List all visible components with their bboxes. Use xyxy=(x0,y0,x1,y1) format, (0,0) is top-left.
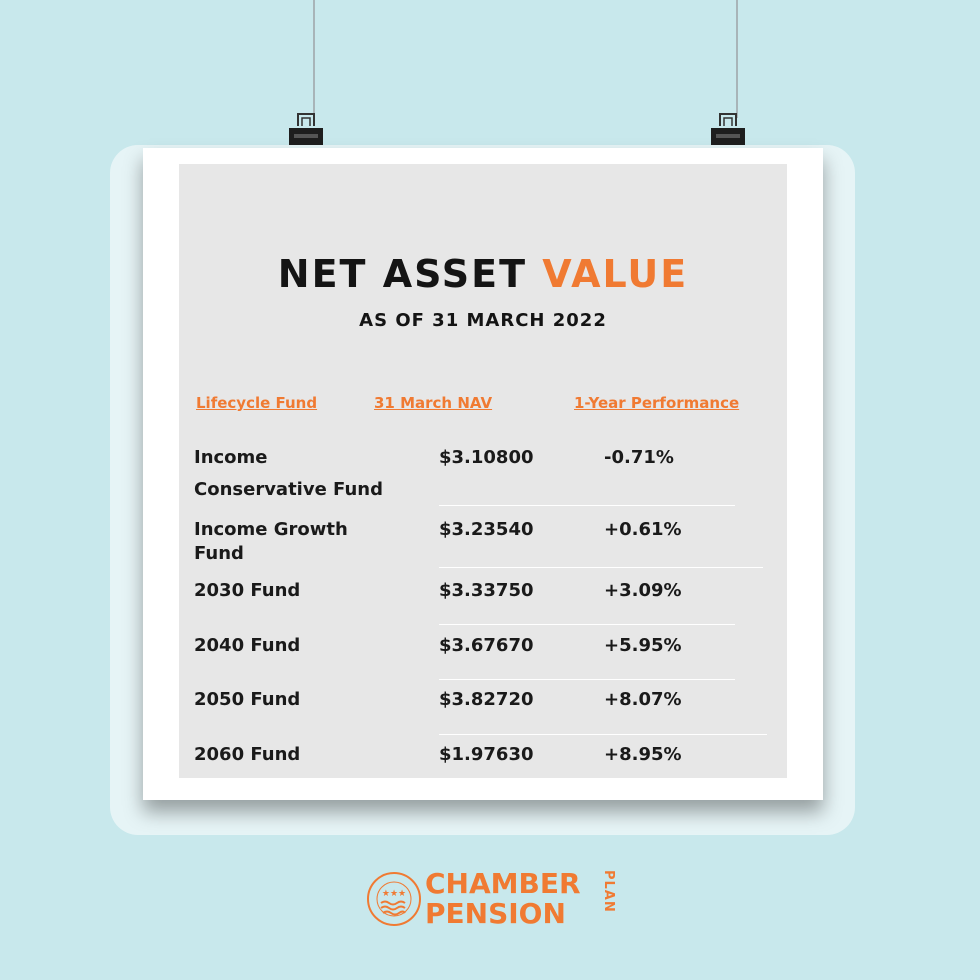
row-divider xyxy=(439,624,735,625)
fund-name: 2030 Fund xyxy=(194,580,301,601)
logo-plan-text: PLAN xyxy=(601,870,616,913)
fund-name: Income Conservative Fund xyxy=(194,446,414,502)
header-nav: 31 March NAV xyxy=(374,394,493,412)
performance-value: -0.71% xyxy=(604,447,674,468)
nav-panel: NET ASSET VALUE AS OF 31 MARCH 2022 Life… xyxy=(179,164,787,778)
fund-name-line2: Conservative Fund xyxy=(194,479,383,500)
page-subtitle: AS OF 31 MARCH 2022 xyxy=(359,310,607,331)
fund-name-line1: Income Growth xyxy=(194,519,348,540)
fund-name: Income Growth Fund xyxy=(194,518,414,566)
row-divider xyxy=(439,505,735,506)
fund-name: 2060 Fund xyxy=(194,744,301,765)
table-row: Income Growth Fund $3.23540 +0.61% xyxy=(179,518,787,568)
performance-value: +8.07% xyxy=(604,689,682,710)
title-accent: VALUE xyxy=(542,252,689,296)
nav-value: $1.97630 xyxy=(439,744,534,765)
nav-value: $3.82720 xyxy=(439,689,534,710)
hanging-string-right xyxy=(736,0,738,118)
header-lifecycle-fund: Lifecycle Fund xyxy=(196,394,318,412)
row-divider xyxy=(439,567,763,568)
fund-name: 2040 Fund xyxy=(194,635,301,656)
nav-value: $3.23540 xyxy=(439,519,534,540)
performance-value: +0.61% xyxy=(604,519,682,540)
performance-value: +8.95% xyxy=(604,744,682,765)
hanging-string-left xyxy=(313,0,315,120)
fund-name-line2: Fund xyxy=(194,543,244,564)
page-title: NET ASSET VALUE xyxy=(179,252,787,296)
chamber-pension-plan-logo: ★★★ CHAMBER PENSION PLAN xyxy=(365,868,625,930)
svg-text:★★★: ★★★ xyxy=(382,889,406,899)
row-divider xyxy=(439,734,767,735)
performance-value: +3.09% xyxy=(604,580,682,601)
row-divider xyxy=(439,679,735,680)
nav-value: $3.33750 xyxy=(439,580,534,601)
performance-value: +5.95% xyxy=(604,635,682,656)
logo-chamber-text: CHAMBER xyxy=(425,867,581,900)
fund-name-line1: Income xyxy=(194,447,268,468)
header-performance: 1-Year Performance xyxy=(574,394,740,412)
logo-pension-text: PENSION xyxy=(425,897,566,930)
table-row: Income Conservative Fund $3.10800 -0.71% xyxy=(179,446,787,506)
poster-paper: NET ASSET VALUE AS OF 31 MARCH 2022 Life… xyxy=(143,148,823,800)
nav-value: $3.10800 xyxy=(439,447,534,468)
title-main: NET ASSET xyxy=(277,252,543,296)
chamber-of-commerce-seal-icon: ★★★ xyxy=(367,872,421,926)
fund-name: 2050 Fund xyxy=(194,689,301,710)
nav-value: $3.67670 xyxy=(439,635,534,656)
